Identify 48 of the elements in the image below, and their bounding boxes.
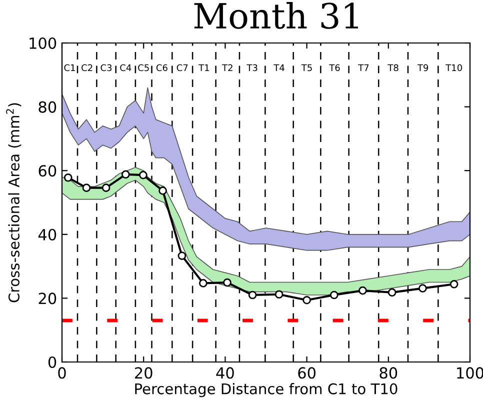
x-tick-label: 0 (58, 367, 66, 379)
x-tick-label: 20 (135, 367, 152, 379)
annotation: T10 (446, 64, 462, 72)
y-tick-label: 100 (30, 37, 56, 50)
point (450, 280, 458, 288)
annotation: T1 (198, 64, 209, 72)
annotation: T3 (246, 64, 258, 72)
point (248, 290, 257, 300)
y-tick-label: 20 (38, 292, 56, 304)
point (330, 290, 338, 300)
annotation: T7 (358, 64, 369, 72)
annotation: C2 (82, 64, 92, 72)
point (199, 279, 208, 288)
y-tick-label: 80 (38, 101, 56, 113)
y-axis-title: Cross-sectional Area (mm$^{2}$) (6, 103, 22, 302)
point (358, 286, 367, 295)
point (64, 173, 72, 182)
x-axis-title: Percentage Distance from C1 to T10 (135, 383, 398, 398)
y-tick-label: 40 (38, 228, 56, 240)
x-tick-label: 40 (216, 367, 234, 379)
x-tick-label: 80 (380, 367, 398, 379)
point (302, 296, 311, 304)
point (158, 186, 167, 195)
annotation: T9 (417, 64, 428, 72)
annotation: C5 (138, 64, 149, 72)
point (223, 278, 232, 287)
y-tick-label: 60 (38, 165, 56, 177)
annotation: T4 (274, 64, 284, 72)
annotation: C6 (156, 64, 168, 72)
annotation: C7 (176, 64, 188, 72)
point (139, 170, 148, 180)
y-tick-label: 0 (48, 356, 56, 368)
chart-title: Month 31 (194, 2, 358, 29)
point (418, 284, 427, 292)
annotation: T2 (222, 64, 232, 72)
annotation: C3 (100, 64, 112, 72)
annotation: C4 (120, 64, 132, 72)
point (388, 288, 396, 297)
x-tick-label: 60 (298, 367, 316, 379)
point (102, 184, 110, 192)
point (178, 252, 186, 260)
annotation: T5 (301, 64, 312, 72)
annotation: C1 (64, 64, 75, 72)
point (82, 184, 91, 192)
annotation: T6 (329, 64, 340, 72)
point (274, 290, 284, 299)
annotation: T8 (388, 64, 398, 72)
point (121, 170, 130, 179)
